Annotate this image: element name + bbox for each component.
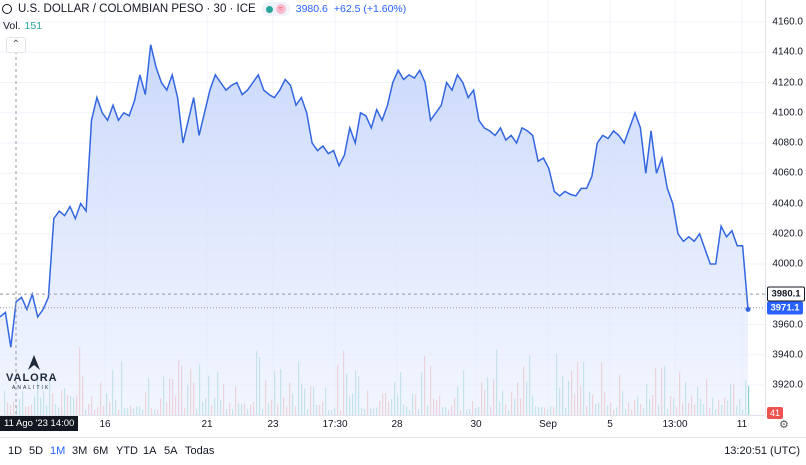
last-price: 3980.6 xyxy=(295,3,328,15)
volume-label: Vol. xyxy=(3,20,21,32)
range-button-3m[interactable]: 3M xyxy=(72,445,88,457)
price-change: +62.5 (+1.60%) xyxy=(333,3,407,15)
chevron-up-icon: ⌃ xyxy=(11,39,21,50)
valora-logo: VALORA ANALITIK xyxy=(6,355,61,395)
price-tick-label: 3940.0 xyxy=(772,349,803,361)
logo-sub: ANALITIK xyxy=(12,385,51,391)
trade-pill[interactable]: ≈ xyxy=(261,2,290,16)
price-tick-label: 4100.0 xyxy=(772,107,803,119)
time-tick-label: 30 xyxy=(470,419,482,430)
price-axis[interactable]: 4160.0 4140.0 4120.0 4100.0 4080.0 4060.0 4040… xyxy=(765,0,806,415)
volume-value: 151 xyxy=(24,20,43,32)
range-button-ytd[interactable]: YTD xyxy=(116,445,138,457)
price-area xyxy=(0,44,748,415)
range-button-5d[interactable]: 5D xyxy=(29,445,44,457)
last-price-dot xyxy=(745,306,751,312)
range-toolbar: 13:20:51 (UTC) 1D 5D 1M 3M 6M YTD 1A 5A Todas xyxy=(0,437,806,465)
crosshair-date-tag: 11 Ago '23 14:00 xyxy=(0,416,79,431)
price-chart[interactable] xyxy=(0,0,765,415)
range-button-6m[interactable]: 6M xyxy=(93,445,109,457)
valora-logo-mark xyxy=(28,355,40,370)
range-button-1d[interactable]: 1D xyxy=(8,445,23,457)
green-dot-icon xyxy=(265,5,273,13)
symbol-title[interactable]: U.S. DOLLAR / COLOMBIAN PESO · 30 · ICE xyxy=(18,3,256,15)
price-tick-label: 4160.0 xyxy=(772,16,803,28)
collapse-legend-button[interactable]: ⌃ xyxy=(6,37,26,53)
volume-tag: 41 xyxy=(767,407,783,419)
range-button-5a[interactable]: 5A xyxy=(164,445,178,457)
price-tick-label: 4020.0 xyxy=(772,228,803,240)
clock[interactable]: 13:20:51 (UTC) xyxy=(724,445,800,457)
price-tick-label: 3920.0 xyxy=(772,379,803,391)
time-axis[interactable]: 16 21 23 17:30 28 30 Sep 5 13:00 11 xyxy=(0,415,765,434)
time-tick-label: 23 xyxy=(267,419,279,430)
range-button-1m[interactable]: 1M xyxy=(50,445,66,457)
time-tick-label: 28 xyxy=(391,419,403,430)
price-line xyxy=(0,44,749,348)
price-tick-label: 4040.0 xyxy=(772,198,803,209)
volume-legend[interactable]: Vol. 151 xyxy=(3,20,42,32)
price-tick-label: 4060.0 xyxy=(772,167,803,179)
time-tick-label: 17:30 xyxy=(322,419,348,430)
time-tick-label: Sep xyxy=(539,419,557,430)
price-tick-label: 3960.0 xyxy=(772,319,803,330)
logo-word: VALORA xyxy=(6,372,58,384)
symbol-header[interactable]: U.S. DOLLAR / COLOMBIAN PESO · 30 · ICE … xyxy=(2,2,406,16)
market-status-icon xyxy=(2,4,12,14)
price-tick-label: 4080.0 xyxy=(772,137,803,149)
volume-bar xyxy=(748,385,750,415)
time-tick-label: 13:00 xyxy=(662,419,688,430)
time-tick-label: 16 xyxy=(99,419,111,430)
current-price-tag: 3971.1 xyxy=(767,301,803,315)
time-tick-label: 11 xyxy=(736,419,748,430)
settings-gear-icon[interactable]: ⚙ xyxy=(779,419,789,431)
last-price-tag: 3980.1 xyxy=(767,286,805,302)
price-tick-label: 4140.0 xyxy=(772,46,803,58)
price-tick-label: 4120.0 xyxy=(772,77,803,88)
price-tick-label: 4000.0 xyxy=(772,258,803,270)
time-tick-label: 5 xyxy=(607,419,613,430)
range-button-todas[interactable]: Todas xyxy=(185,445,215,457)
time-tick-label: 21 xyxy=(201,419,213,430)
approx-icon: ≈ xyxy=(275,4,286,14)
range-button-1a[interactable]: 1A xyxy=(143,445,157,457)
